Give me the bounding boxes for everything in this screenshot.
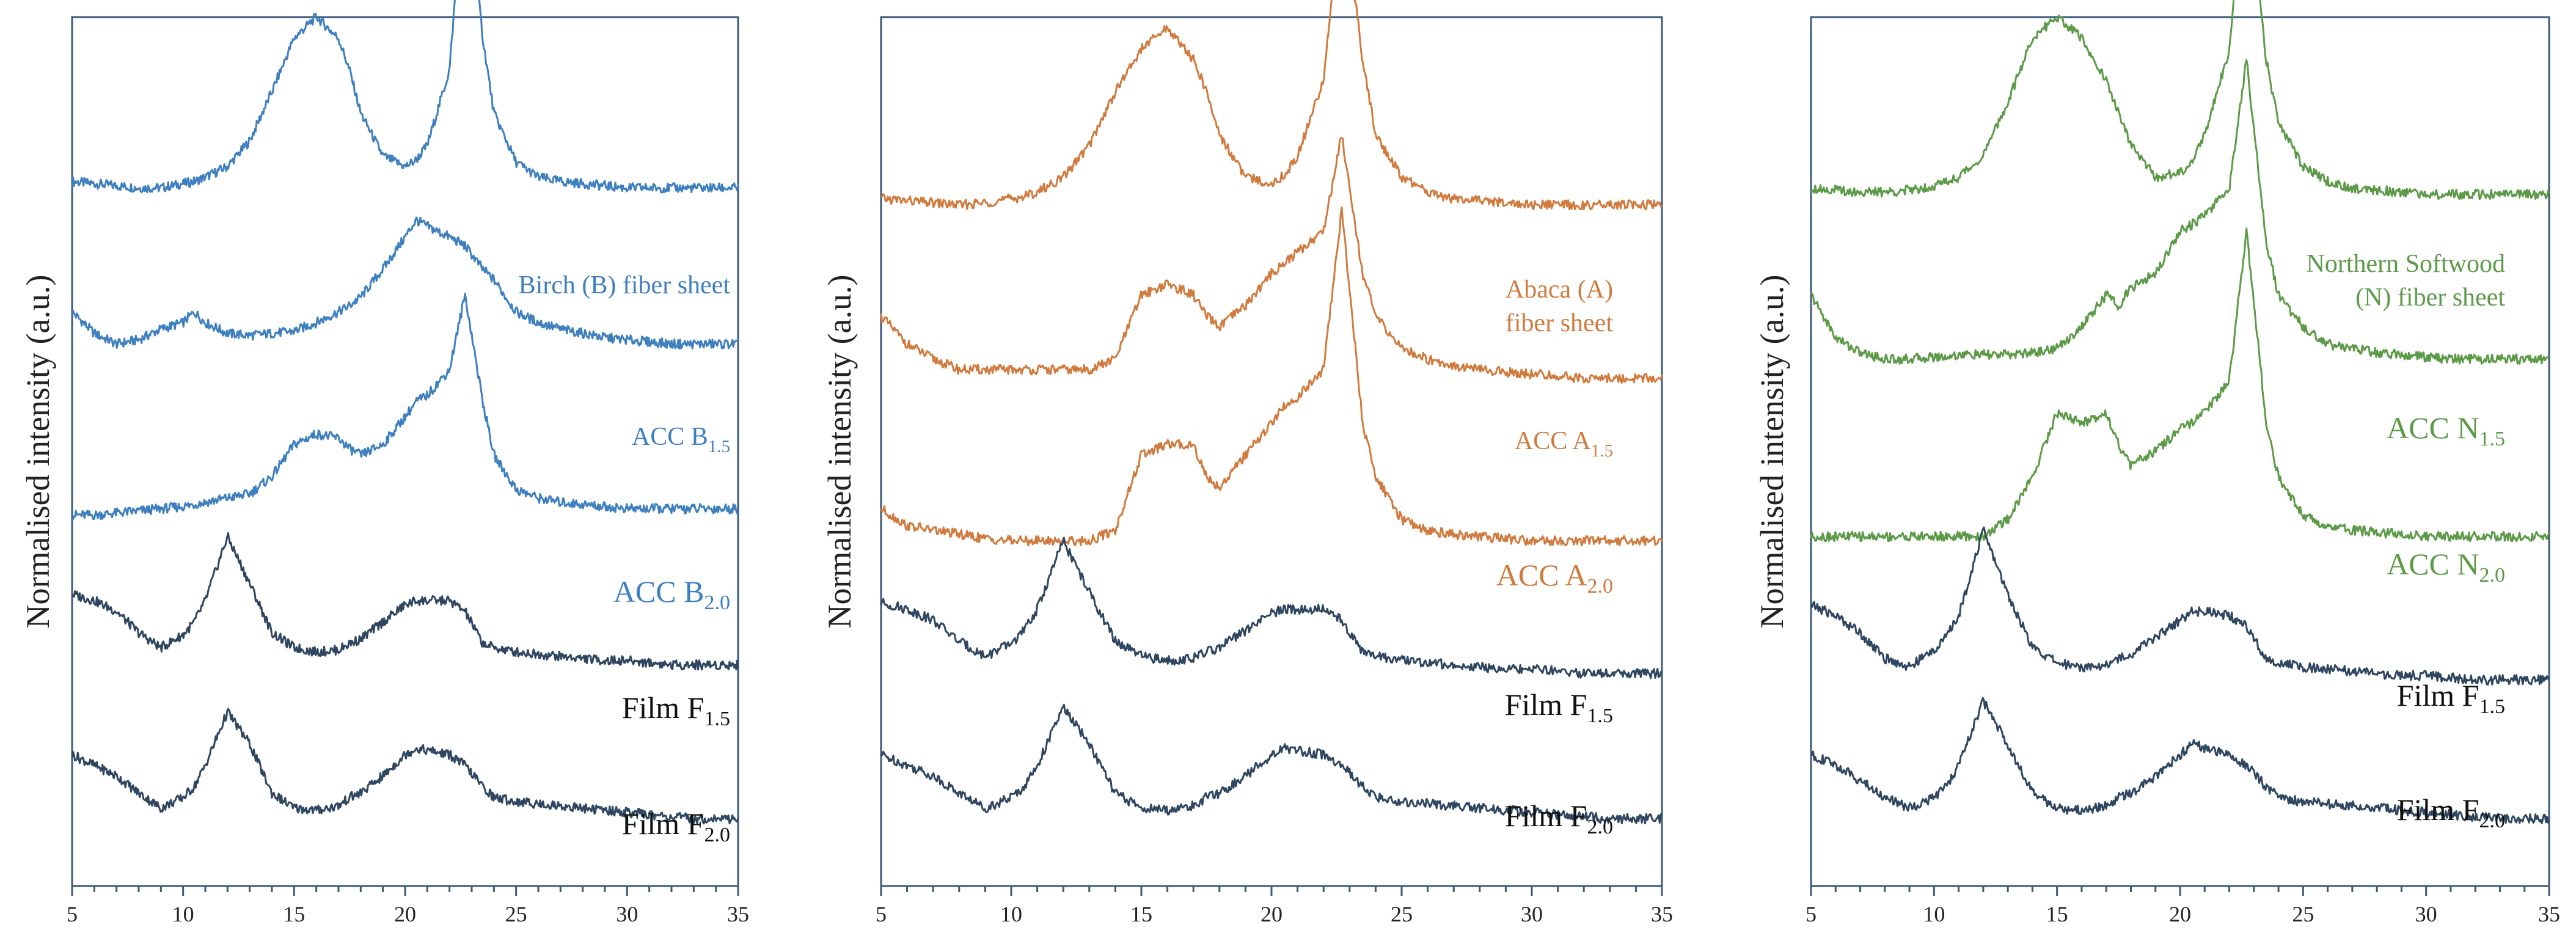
series-label: ACC B1.5 (632, 423, 730, 456)
series-label-subscript: 1.5 (2479, 428, 2506, 450)
series-line (1810, 227, 2550, 543)
series-label: Northern Softwood (2307, 250, 2505, 278)
series-line (880, 703, 1663, 825)
series-label: Birch (B) fiber sheet (519, 271, 731, 299)
x-tick-label: 5 (67, 902, 78, 926)
series-label-subscript: 2.0 (704, 824, 731, 846)
series-label-subscript: 1.5 (1587, 705, 1614, 727)
x-tick-label: 5 (876, 902, 887, 926)
series-label: Film F1.5 (622, 690, 730, 730)
series-line (71, 0, 739, 194)
series-label: ACC N1.5 (2387, 411, 2505, 450)
series-line (880, 536, 1663, 679)
panel-abaca: 5 10 15 20 25 30 35 Normalised intensity (a.u.)… (821, 0, 1673, 926)
x-tick-label: 20 (1261, 902, 1283, 926)
series-line (1810, 59, 2550, 365)
series-label-subscript: 1.5 (708, 437, 730, 456)
series-label-subscript: 2.0 (1587, 575, 1614, 598)
series-label: ACC A1.5 (1515, 427, 1613, 461)
x-tick-label: 15 (2046, 902, 2068, 926)
x-tick-label: 10 (1000, 902, 1022, 926)
series-line (71, 216, 739, 350)
panel-birch: 5 10 15 20 25 30 35 Normalised intensity (a.u.)… (20, 0, 749, 926)
x-tick-label: 5 (1806, 902, 1817, 926)
series-line (880, 206, 1663, 547)
y-axis-label: Normalised intensity (a.u.) (1754, 275, 1790, 629)
x-tick-label: 25 (505, 902, 527, 926)
x-tick-label: 15 (283, 902, 305, 926)
series-label-subscript: 2.0 (1587, 816, 1614, 838)
panel-northern-softwood: 5 10 15 20 25 30 35 Normalised intensity (a.u.)… (1754, 0, 2560, 926)
series-line (71, 708, 739, 825)
x-tick-label: 35 (2538, 902, 2560, 926)
x-tick-label: 20 (2169, 902, 2191, 926)
series-label: Film F1.5 (1505, 687, 1613, 727)
x-tick-label: 25 (1391, 902, 1413, 926)
series-label-line2: fiber sheet (1506, 309, 1613, 337)
series-label-subscript: 2.0 (2479, 564, 2506, 587)
x-tick-label: 35 (727, 902, 749, 926)
series-label: ACC B2.0 (613, 574, 730, 614)
series-line (71, 292, 739, 521)
series-label: Film F2.0 (2397, 793, 2505, 832)
series-label-subscript: 1.5 (1591, 441, 1613, 461)
x-tick-label: 30 (616, 902, 638, 926)
series-label: ACC N2.0 (2387, 547, 2505, 587)
y-axis-label: Normalised intensity (a.u.) (20, 275, 56, 629)
series-label: Film F2.0 (622, 807, 730, 846)
series-label: ACC A2.0 (1496, 558, 1613, 598)
series-label-subscript: 2.0 (704, 591, 731, 614)
series-line (1810, 0, 2550, 200)
series-line (1810, 526, 2550, 686)
series-label-subscript: 1.5 (704, 708, 731, 730)
series-label-subscript: 2.0 (2479, 810, 2506, 832)
x-tick-label: 20 (394, 902, 416, 926)
x-tick-label: 30 (2415, 902, 2437, 926)
series-label-line2: (N) fiber sheet (2355, 284, 2505, 312)
series-label-subscript: 1.5 (2479, 695, 2506, 718)
x-tick-label: 10 (1923, 902, 1945, 926)
x-tick-label: 30 (1521, 902, 1543, 926)
x-tick-label: 25 (2292, 902, 2314, 926)
x-tick-label: 10 (172, 902, 194, 926)
series-line (1810, 697, 2550, 824)
x-tick-label: 35 (1651, 902, 1673, 926)
series-line (880, 136, 1663, 384)
series-line (880, 0, 1663, 211)
series-label: Abaca (A) (1506, 276, 1613, 304)
y-axis-label: Normalised intensity (a.u.) (821, 275, 858, 629)
series-label: Film F2.0 (1505, 799, 1613, 838)
series-line (71, 532, 739, 671)
x-tick-label: 15 (1130, 902, 1152, 926)
